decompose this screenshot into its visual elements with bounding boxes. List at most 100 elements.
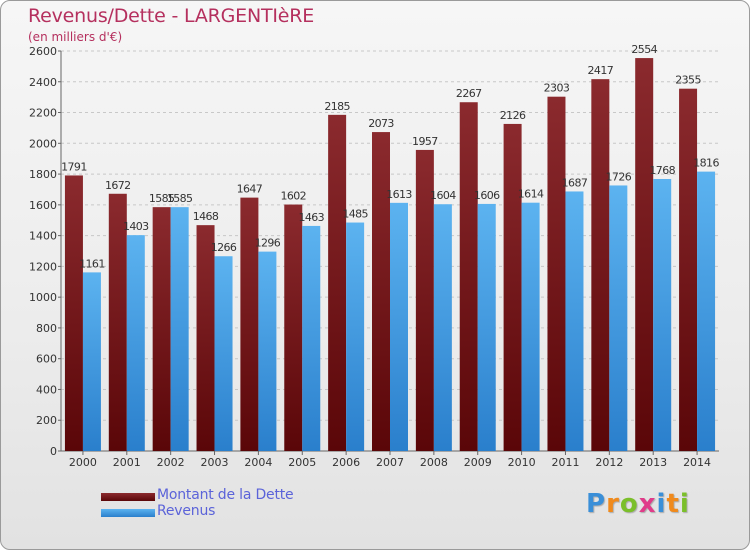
x-tick-label-2001: 2001 [113, 456, 141, 469]
logo-letter: i [656, 489, 667, 519]
legend-label-debt: Montant de la Dette [157, 487, 294, 503]
logo-letter: P [586, 489, 607, 519]
x-tick-label-2004: 2004 [244, 456, 272, 469]
data-label-debt-2012: 2417 [588, 64, 614, 77]
x-tick-label-2011: 2011 [551, 456, 579, 469]
bar-debt-2001 [108, 193, 127, 451]
data-label-debt-2004: 1647 [237, 183, 263, 196]
bar-debt-2006 [328, 114, 347, 451]
y-tick-label: 2400 [29, 76, 57, 89]
bar-revenus-2013 [653, 179, 672, 451]
proxiti-logo: Proxiti [586, 489, 690, 519]
data-label-revenus-2007: 1613 [386, 188, 412, 201]
x-tick-label-2010: 2010 [508, 456, 536, 469]
chart-subtitle: (en milliers d'€) [28, 30, 123, 44]
bar-revenus-2005 [302, 225, 321, 451]
data-label-revenus-2014: 1816 [693, 157, 719, 170]
label-layer: 1791116116721403158515851468126616471296… [61, 43, 720, 270]
y-tick-label: 0 [50, 445, 57, 458]
bar-revenus-2003 [214, 256, 233, 451]
x-tick-label-2009: 2009 [464, 456, 492, 469]
x-tick-label-2012: 2012 [595, 456, 623, 469]
y-tick-label: 1400 [29, 230, 57, 243]
data-label-debt-2001: 1672 [105, 179, 131, 192]
bar-debt-2007 [372, 132, 390, 452]
bar-revenus-2011 [565, 191, 584, 451]
bar-debt-2008 [415, 149, 434, 451]
bar-revenus-2006 [346, 222, 365, 451]
bar-revenus-2002 [170, 207, 189, 451]
y-tick-label: 1600 [29, 199, 57, 212]
bar-revenus-2014 [697, 171, 716, 451]
x-tick-label-2000: 2000 [69, 456, 97, 469]
data-label-debt-2009: 2267 [456, 87, 482, 100]
bar-debt-2009 [459, 102, 478, 451]
bar-debt-2010 [503, 123, 522, 451]
data-label-revenus-2012: 1726 [606, 170, 632, 183]
bar-revenus-2000 [82, 272, 101, 451]
data-label-debt-2007: 2073 [368, 117, 394, 130]
data-label-debt-2014: 2355 [675, 74, 701, 87]
bar-debt-2012 [591, 79, 610, 452]
y-tick-label: 1200 [29, 260, 57, 273]
bar-revenus-2004 [258, 251, 277, 451]
y-tick-label: 400 [36, 383, 57, 396]
data-label-debt-2011: 2303 [544, 82, 570, 95]
y-tick-label: 2200 [29, 107, 57, 120]
bar-debt-2013 [635, 58, 654, 451]
data-label-debt-2013: 2554 [631, 43, 657, 56]
legend-swatch-revenus [101, 509, 155, 517]
data-label-revenus-2011: 1687 [562, 176, 588, 189]
data-label-debt-2000: 1791 [61, 160, 87, 173]
x-tick-label-2008: 2008 [420, 456, 448, 469]
bar-layer [64, 58, 716, 452]
x-tick-label-2002: 2002 [157, 456, 185, 469]
data-label-revenus-2002: 1585 [167, 192, 193, 205]
x-tick-label-2014: 2014 [683, 456, 711, 469]
data-label-revenus-2005: 1463 [298, 211, 324, 224]
bar-revenus-2012 [609, 185, 628, 451]
x-tick-label-2003: 2003 [201, 456, 229, 469]
bar-debt-2002 [152, 207, 171, 451]
x-tick-label-2013: 2013 [639, 456, 667, 469]
logo-letter: x [638, 489, 657, 519]
data-label-debt-2005: 1602 [280, 190, 306, 203]
bar-debt-2005 [284, 204, 303, 451]
data-label-revenus-2003: 1266 [211, 241, 237, 254]
bar-revenus-2007 [390, 202, 408, 451]
y-tick-label: 2600 [29, 45, 57, 58]
legend-label-revenus: Revenus [157, 503, 216, 519]
data-label-revenus-2010: 1614 [518, 188, 544, 201]
logo-letter: r [606, 489, 620, 519]
bar-revenus-2010 [521, 202, 540, 451]
bar-debt-2011 [547, 96, 566, 451]
bar-debt-2000 [64, 175, 83, 451]
y-tick-label: 1800 [29, 168, 57, 181]
y-tick-label: 800 [36, 322, 57, 335]
bar-debt-2014 [679, 88, 698, 451]
legend-swatch-debt [101, 493, 155, 501]
y-tick-label: 2000 [29, 137, 57, 150]
data-label-revenus-2013: 1768 [649, 164, 675, 177]
data-label-revenus-2000: 1161 [79, 257, 105, 270]
bar-revenus-2008 [433, 204, 452, 451]
bar-revenus-2009 [477, 203, 496, 451]
logo-letter: i [679, 489, 690, 519]
x-tick-label-2006: 2006 [332, 456, 360, 469]
chart-title: Revenus/Dette - LARGENTIèRE [28, 5, 315, 27]
data-label-revenus-2001: 1403 [123, 220, 149, 233]
data-label-revenus-2008: 1604 [430, 189, 456, 202]
data-label-debt-2006: 2185 [324, 100, 350, 113]
data-label-revenus-2009: 1606 [474, 189, 500, 202]
bar-debt-2004 [240, 197, 259, 451]
data-label-debt-2010: 2126 [500, 109, 526, 122]
data-label-debt-2008: 1957 [412, 135, 438, 148]
logo-letter: t [666, 489, 680, 519]
data-label-debt-2002: 1585 [149, 192, 175, 205]
x-tick-label-2005: 2005 [288, 456, 316, 469]
data-label-revenus-2006: 1485 [342, 208, 368, 221]
logo-letter: o [619, 489, 639, 519]
data-label-revenus-2004: 1296 [255, 237, 281, 250]
